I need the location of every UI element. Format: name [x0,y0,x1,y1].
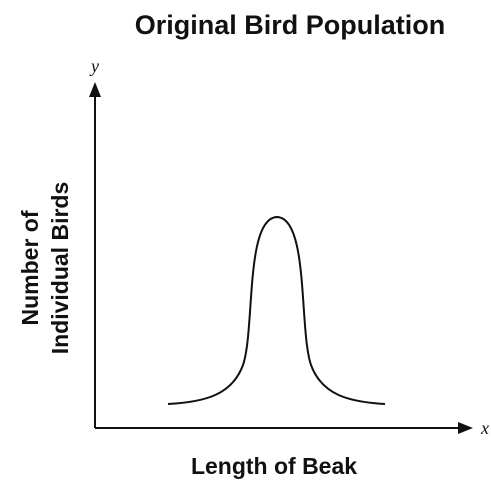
y-label: Number of Individual Birds [17,182,73,355]
x-label: Length of Beak [191,453,357,479]
x-letter: x [480,418,489,438]
x-arrow [458,422,473,434]
distribution-curve [167,215,386,405]
y-label-line: Number of [17,210,43,325]
y-letter: y [89,56,99,76]
title: Original Bird Population [135,10,446,40]
y-label-line: Individual Birds [47,182,73,355]
y-arrow [89,82,101,97]
